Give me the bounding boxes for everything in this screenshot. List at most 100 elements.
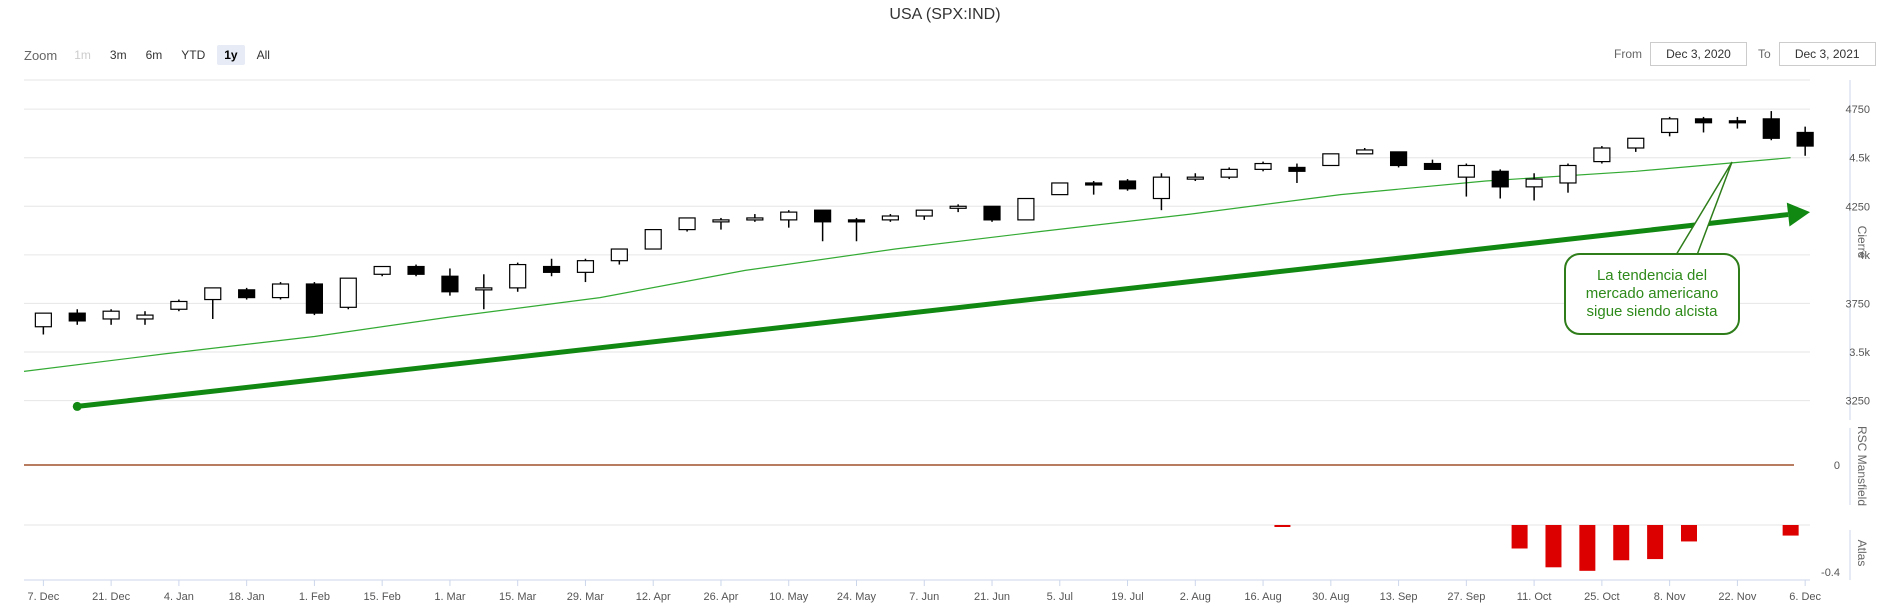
- x-tick-label: 26. Apr: [704, 591, 739, 603]
- x-tick-label: 12. Apr: [636, 591, 671, 603]
- atlas-bar: [1274, 525, 1291, 527]
- candle-body: [644, 229, 662, 250]
- axes: [24, 80, 1851, 586]
- candle-body: [1525, 178, 1543, 188]
- atlas-bar: [1782, 525, 1799, 536]
- trend-arrow-shaft: [76, 212, 1789, 409]
- candle-body: [1762, 118, 1780, 139]
- candle-body: [305, 283, 324, 314]
- x-tick-label: 10. May: [769, 591, 809, 603]
- candle-body: [983, 205, 1001, 221]
- candle-body: [678, 217, 696, 231]
- trend-arrow-head: [1786, 202, 1810, 227]
- from-date-input[interactable]: Dec 3, 2020: [1650, 42, 1747, 66]
- x-tick-label: 19. Jul: [1111, 591, 1143, 603]
- x-tick-label: 29. Mar: [567, 591, 605, 603]
- trend-annotation: La tendencia del mercado americano sigue…: [1564, 253, 1740, 335]
- range-from: From Dec 3, 2020: [1614, 42, 1747, 66]
- candle-body: [881, 215, 899, 221]
- atlas-bar: [1647, 525, 1664, 560]
- candles: [34, 111, 1814, 335]
- candle-body: [68, 312, 86, 322]
- candle-body: [1457, 164, 1475, 178]
- zoom-1m-button[interactable]: 1m: [74, 48, 91, 62]
- candle-body: [102, 310, 120, 320]
- zoom-3m-button[interactable]: 3m: [109, 48, 127, 62]
- candle-body: [1559, 164, 1577, 184]
- candle-body: [34, 312, 52, 328]
- x-tick-label: 2. Aug: [1180, 591, 1211, 603]
- y-tick-label: 4250: [1846, 201, 1870, 213]
- candle-body: [780, 211, 798, 221]
- x-tick-label: 13. Sep: [1380, 591, 1418, 603]
- candle-body: [441, 275, 459, 293]
- candle-body: [1085, 182, 1103, 186]
- atlas-tick-label: -0.4: [1821, 567, 1840, 579]
- candle-body: [576, 260, 595, 273]
- annotation-tail: [1674, 161, 1733, 256]
- moving-average-line: [23, 157, 1791, 372]
- candle-body: [204, 287, 222, 301]
- candle-body: [1728, 120, 1746, 124]
- candle-body: [1356, 149, 1374, 155]
- x-tick-label: 1. Feb: [299, 591, 330, 603]
- candle-body: [1694, 118, 1713, 124]
- candle-body: [1220, 168, 1238, 178]
- to-date-input[interactable]: Dec 3, 2021: [1778, 42, 1876, 66]
- x-tick-label: 15. Feb: [364, 591, 401, 603]
- y-tick-label: 3250: [1846, 396, 1870, 408]
- candle-body: [746, 217, 764, 221]
- candle-body: [238, 289, 256, 299]
- atlas-bar: [1613, 525, 1630, 561]
- candle-body: [1118, 180, 1137, 190]
- x-tick-label: 1. Mar: [434, 591, 466, 603]
- x-tick-label: 15. Mar: [499, 591, 537, 603]
- chart-title: USA (SPX:IND): [889, 6, 1001, 23]
- candle-body: [847, 219, 866, 223]
- candle-body: [949, 205, 967, 209]
- zoom-6m-button[interactable]: 6m: [145, 48, 163, 62]
- candle-body: [136, 314, 154, 320]
- candle-body: [1796, 131, 1814, 147]
- zoom-label: Zoom: [24, 47, 58, 63]
- candle-body: [1254, 162, 1272, 170]
- candle-body: [1051, 182, 1069, 196]
- candle-body: [475, 287, 493, 291]
- y-axis-title-rsc: RSC Mansfield: [1855, 426, 1869, 506]
- candle-body: [1423, 162, 1442, 170]
- candle-body: [1389, 151, 1408, 167]
- zoom-1y-button[interactable]: 1y: [217, 45, 245, 65]
- candle-body: [509, 263, 527, 289]
- candle-body: [1288, 166, 1306, 172]
- x-tick-label: 21. Jun: [974, 591, 1010, 603]
- candle-body: [339, 277, 357, 308]
- candle-body: [1152, 176, 1171, 200]
- y-tick-label: 3.5k: [1849, 347, 1870, 359]
- rsc-tick-label: 0: [1834, 460, 1840, 472]
- moving-average: [23, 157, 1791, 372]
- candle-body: [1186, 176, 1204, 180]
- trend-arrow-start: [72, 401, 82, 411]
- x-tick-label: 4. Jan: [164, 591, 194, 603]
- x-tick-label: 22. Nov: [1718, 591, 1756, 603]
- y-tick-label: 3750: [1846, 298, 1870, 310]
- trend-arrow: [72, 202, 1810, 411]
- x-tick-label: 25. Oct: [1584, 591, 1619, 603]
- candle-body: [712, 219, 730, 223]
- candle-body: [170, 300, 188, 310]
- candle-body: [1017, 197, 1035, 221]
- candle-body: [814, 209, 832, 223]
- x-tick-label: 11. Oct: [1517, 591, 1552, 603]
- to-label: To: [1758, 47, 1771, 61]
- x-tick-label: 7. Jun: [909, 591, 939, 603]
- candle-body: [1627, 137, 1645, 149]
- y-tick-label: 4.5k: [1849, 153, 1870, 165]
- candle-body: [915, 209, 933, 217]
- zoom-ytd-button[interactable]: YTD: [181, 48, 206, 62]
- x-tick-label: 27. Sep: [1447, 591, 1485, 603]
- candle-body: [1322, 153, 1340, 167]
- zoom-all-button[interactable]: All: [256, 48, 270, 62]
- y-axis-title-cierre: Cierre: [1855, 226, 1869, 259]
- y-axis-title-atlas: Atlas: [1855, 540, 1869, 567]
